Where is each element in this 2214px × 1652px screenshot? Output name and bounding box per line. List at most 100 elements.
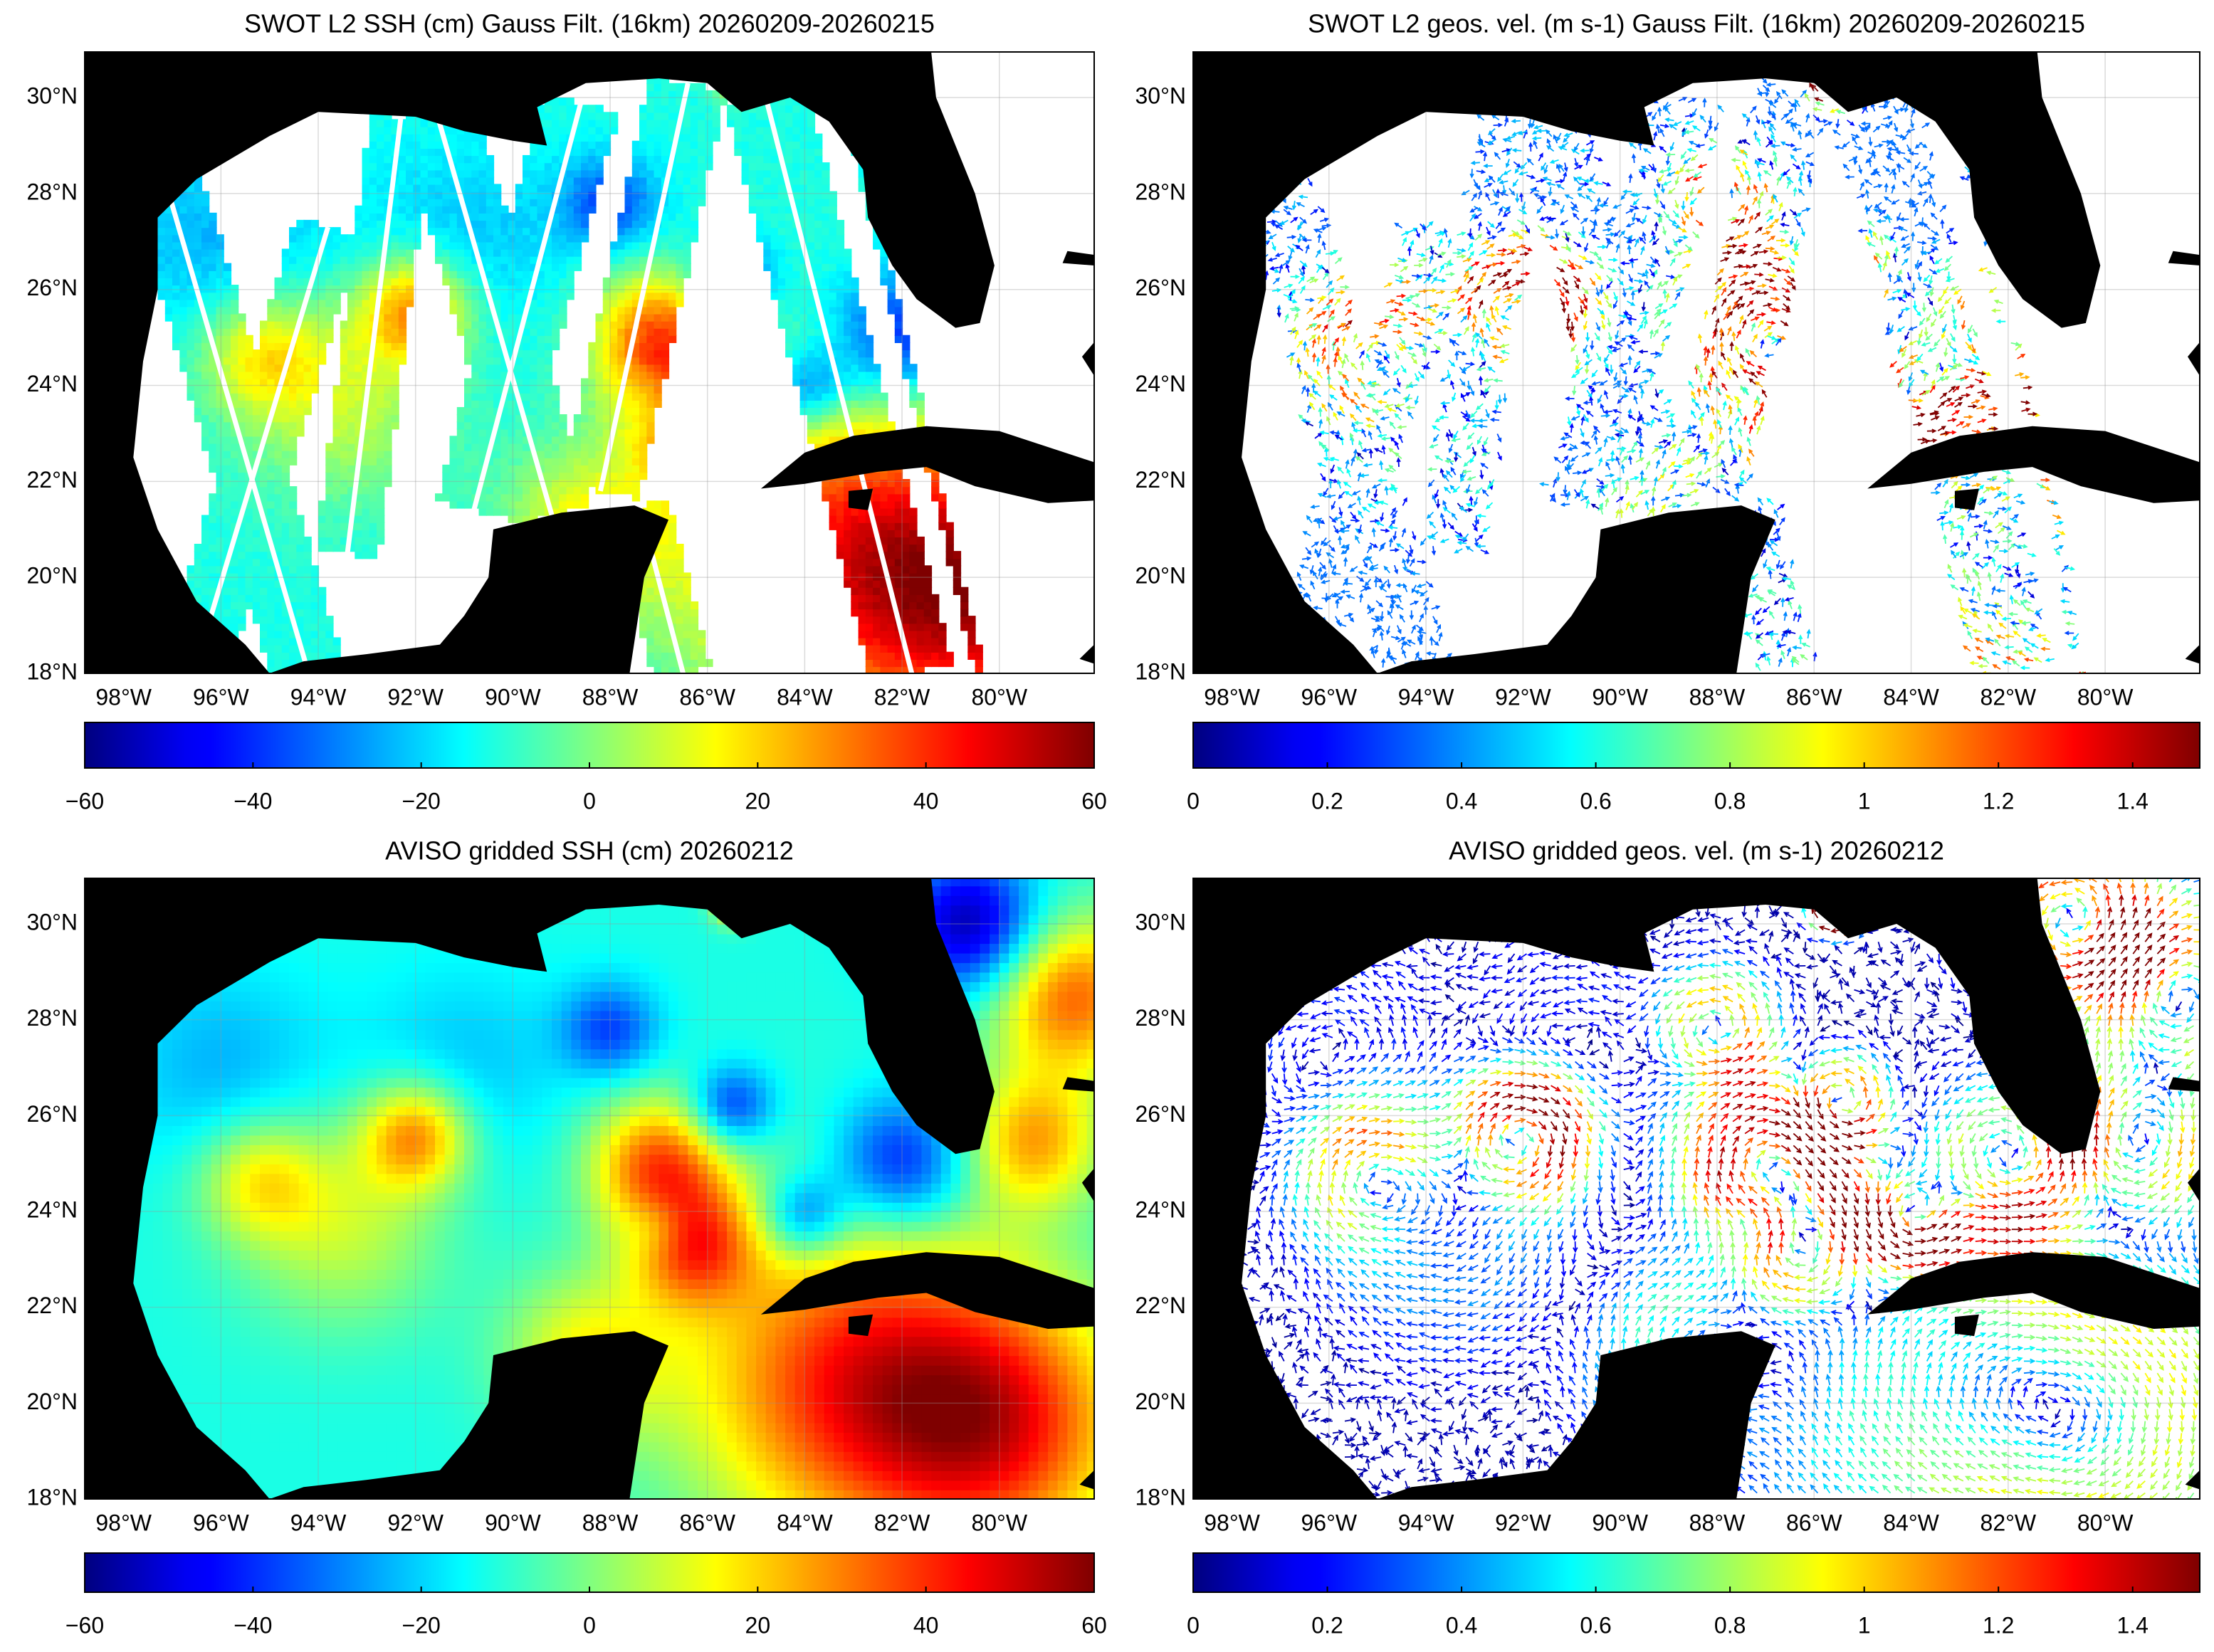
field-cell	[362, 162, 370, 171]
field-cell	[332, 227, 341, 236]
vector-arrow	[1337, 622, 1347, 627]
field-cell	[456, 241, 466, 250]
field-cell	[668, 609, 677, 617]
field-cell	[209, 248, 217, 257]
field-cell	[530, 198, 538, 206]
field-cell	[471, 371, 480, 379]
field-cell	[369, 500, 378, 509]
field-cell	[530, 184, 538, 192]
field-cell	[807, 414, 816, 423]
field-cell	[456, 450, 466, 458]
field-cell	[631, 292, 641, 300]
field-cell	[894, 594, 903, 603]
field-cell	[216, 443, 224, 451]
field-cell	[610, 112, 619, 120]
field-cell	[544, 306, 553, 315]
field-cell	[384, 335, 392, 343]
field-cell	[384, 320, 392, 329]
y-tick-label: 20°N	[27, 563, 78, 589]
field-cell	[683, 184, 691, 192]
field-cell	[427, 140, 436, 149]
field-cell	[624, 479, 633, 488]
field-cell	[799, 313, 808, 322]
field-cell	[523, 198, 531, 206]
field-cell	[844, 371, 852, 379]
field-cell	[631, 421, 641, 430]
field-cell	[668, 536, 677, 545]
field-cell	[814, 277, 823, 286]
field-cell	[369, 378, 378, 386]
field-cell	[486, 191, 495, 199]
field-cell	[493, 342, 502, 351]
field-cell	[231, 457, 239, 465]
field-cell	[537, 169, 545, 178]
field-cell	[369, 385, 378, 394]
field-cell	[471, 443, 480, 451]
vector-arrow	[1312, 571, 1318, 579]
field-cell	[916, 601, 925, 610]
field-cell	[435, 154, 444, 164]
field-cell	[493, 479, 502, 488]
field-cell	[427, 198, 436, 206]
field-cell	[201, 421, 210, 430]
field-cell	[318, 320, 327, 329]
field-cell	[391, 421, 399, 430]
field-cell	[391, 198, 399, 206]
field-cell	[347, 234, 356, 243]
field-cell	[530, 205, 538, 214]
field-cell	[391, 357, 399, 365]
field-cell	[785, 313, 794, 322]
field-cell	[785, 205, 794, 214]
field-cell	[902, 479, 911, 488]
field-cell	[748, 147, 757, 157]
field-cell	[347, 292, 356, 300]
field-cell	[559, 464, 567, 473]
field-cell	[493, 277, 502, 286]
field-cell	[464, 457, 473, 465]
field-cell	[355, 479, 363, 488]
field-cell	[654, 378, 662, 386]
field-cell	[355, 500, 363, 509]
field-cell	[909, 551, 918, 559]
field-cell	[216, 320, 224, 329]
field-cell	[377, 515, 385, 523]
field-cell	[646, 219, 655, 228]
field-cell	[552, 457, 560, 465]
field-cell	[303, 313, 312, 322]
field-cell	[763, 234, 772, 243]
field-cell	[157, 248, 166, 257]
field-cell	[201, 364, 210, 372]
field-cell	[792, 198, 801, 206]
field-cell	[559, 479, 567, 488]
field-cell	[500, 248, 509, 257]
field-cell	[690, 147, 699, 157]
vector-arrow	[1364, 579, 1372, 587]
field-cell	[245, 544, 253, 552]
field-cell	[792, 248, 801, 257]
field-cell	[777, 212, 787, 221]
field-cell	[384, 270, 392, 278]
field-cell	[581, 198, 589, 206]
field-cell	[938, 515, 947, 523]
field-cell	[799, 357, 808, 365]
field-cell	[537, 191, 545, 199]
vector-arrow	[1341, 358, 1346, 369]
field-cell	[267, 500, 276, 509]
field-cell	[683, 169, 691, 178]
field-cell	[639, 219, 648, 228]
field-cell	[756, 119, 765, 127]
field-cell	[829, 335, 837, 343]
field-cell	[814, 399, 823, 408]
field-cell	[544, 378, 553, 386]
field-cell	[464, 277, 473, 286]
field-cell	[260, 630, 268, 638]
vector-arrow	[1347, 614, 1355, 623]
vector-arrow	[1284, 313, 1289, 323]
field-cell	[610, 335, 619, 343]
field-cell	[179, 256, 188, 264]
field-cell	[435, 219, 444, 228]
field-cell	[303, 551, 312, 559]
field-cell	[559, 105, 567, 113]
field-cell	[799, 227, 808, 236]
field-cell	[456, 133, 466, 142]
